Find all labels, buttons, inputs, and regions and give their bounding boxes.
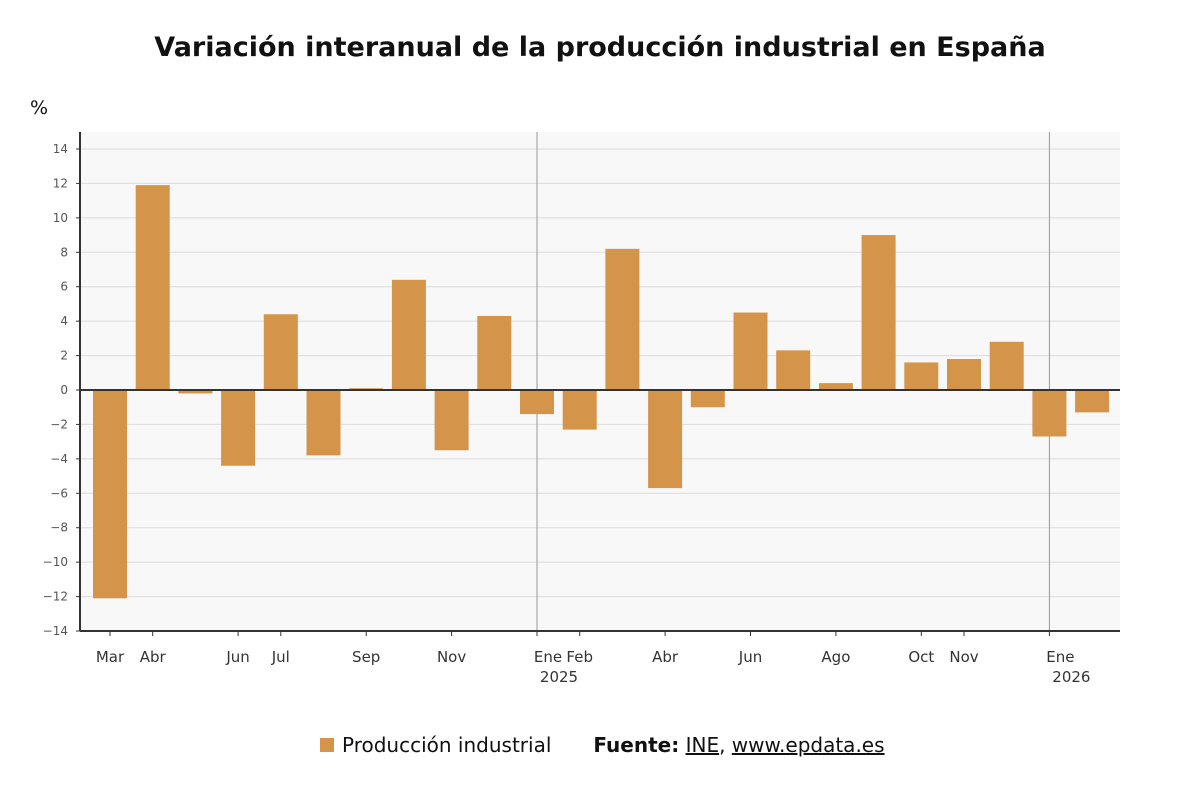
bar: [178, 390, 213, 394]
source-prefix: Fuente:: [593, 733, 680, 757]
x-year-label: 2026: [1052, 668, 1090, 686]
y-tick-label: −8: [50, 521, 68, 535]
legend-label: Producción industrial: [342, 733, 552, 757]
bar: [135, 185, 170, 390]
chart-title: Variación interanual de la producción in…: [154, 32, 1046, 63]
bar: [477, 315, 512, 390]
legend: Producción industrial Fuente: INE, www.e…: [320, 733, 885, 757]
x-tick-label: Jun: [738, 648, 762, 666]
x-tick-label: Mar: [96, 648, 125, 666]
y-tick-label: −6: [50, 486, 68, 500]
y-tick-label: 2: [60, 349, 68, 363]
bar: [947, 359, 981, 390]
x-tick-label: Ago: [821, 648, 850, 666]
source-ine-link[interactable]: INE: [685, 733, 720, 757]
bar: [605, 248, 640, 390]
bar: [562, 390, 597, 430]
y-tick-label: −10: [43, 555, 68, 569]
x-tick-label: Ene: [534, 648, 562, 666]
x-tick-label: Jun: [225, 648, 249, 666]
bar: [391, 279, 426, 390]
y-tick-label: 14: [53, 142, 68, 156]
bar: [263, 314, 298, 390]
bar: [1075, 390, 1110, 413]
bar: [221, 390, 256, 466]
legend-swatch: [320, 738, 334, 752]
x-tick-label: Feb: [566, 648, 593, 666]
bar: [861, 235, 896, 390]
bar: [690, 390, 725, 408]
y-tick-label: −4: [50, 452, 68, 466]
source-epdata-link[interactable]: www.epdata.es: [731, 733, 885, 757]
y-tick-label: 10: [53, 211, 68, 225]
source: Fuente: INE, www.epdata.es: [593, 733, 884, 757]
y-tick-label: 0: [60, 383, 68, 397]
y-tick-label: 4: [60, 314, 68, 328]
x-tick-label: Nov: [437, 648, 466, 666]
y-tick-label: 8: [60, 245, 68, 259]
y-tick-label: 12: [53, 176, 68, 190]
bar: [818, 383, 853, 390]
bar: [434, 390, 469, 451]
bar: [93, 390, 127, 599]
bar: [648, 390, 683, 489]
x-tick-label: Nov: [949, 648, 978, 666]
x-tick-label: Jul: [271, 648, 290, 666]
x-tick-label: Oct: [908, 648, 934, 666]
bar: [1032, 390, 1067, 437]
bar: [904, 362, 939, 390]
y-axis-unit: %: [30, 97, 49, 119]
plot-background: [80, 132, 1120, 631]
x-tick-label: Sep: [352, 648, 380, 666]
y-tick-label: −2: [50, 417, 68, 431]
x-tick-label: Ene: [1046, 648, 1074, 666]
bar: [989, 341, 1024, 390]
y-tick-label: 6: [60, 280, 68, 294]
x-tick-label: Abr: [652, 648, 679, 666]
y-tick-label: −14: [43, 624, 68, 638]
y-tick-label: −12: [43, 590, 68, 604]
bar: [733, 312, 768, 390]
x-year-label: 2025: [540, 668, 578, 686]
bar: [520, 390, 554, 415]
bar: [306, 390, 341, 456]
source-sep: ,: [719, 733, 726, 757]
x-tick-label: Abr: [140, 648, 167, 666]
bar: [776, 350, 811, 390]
